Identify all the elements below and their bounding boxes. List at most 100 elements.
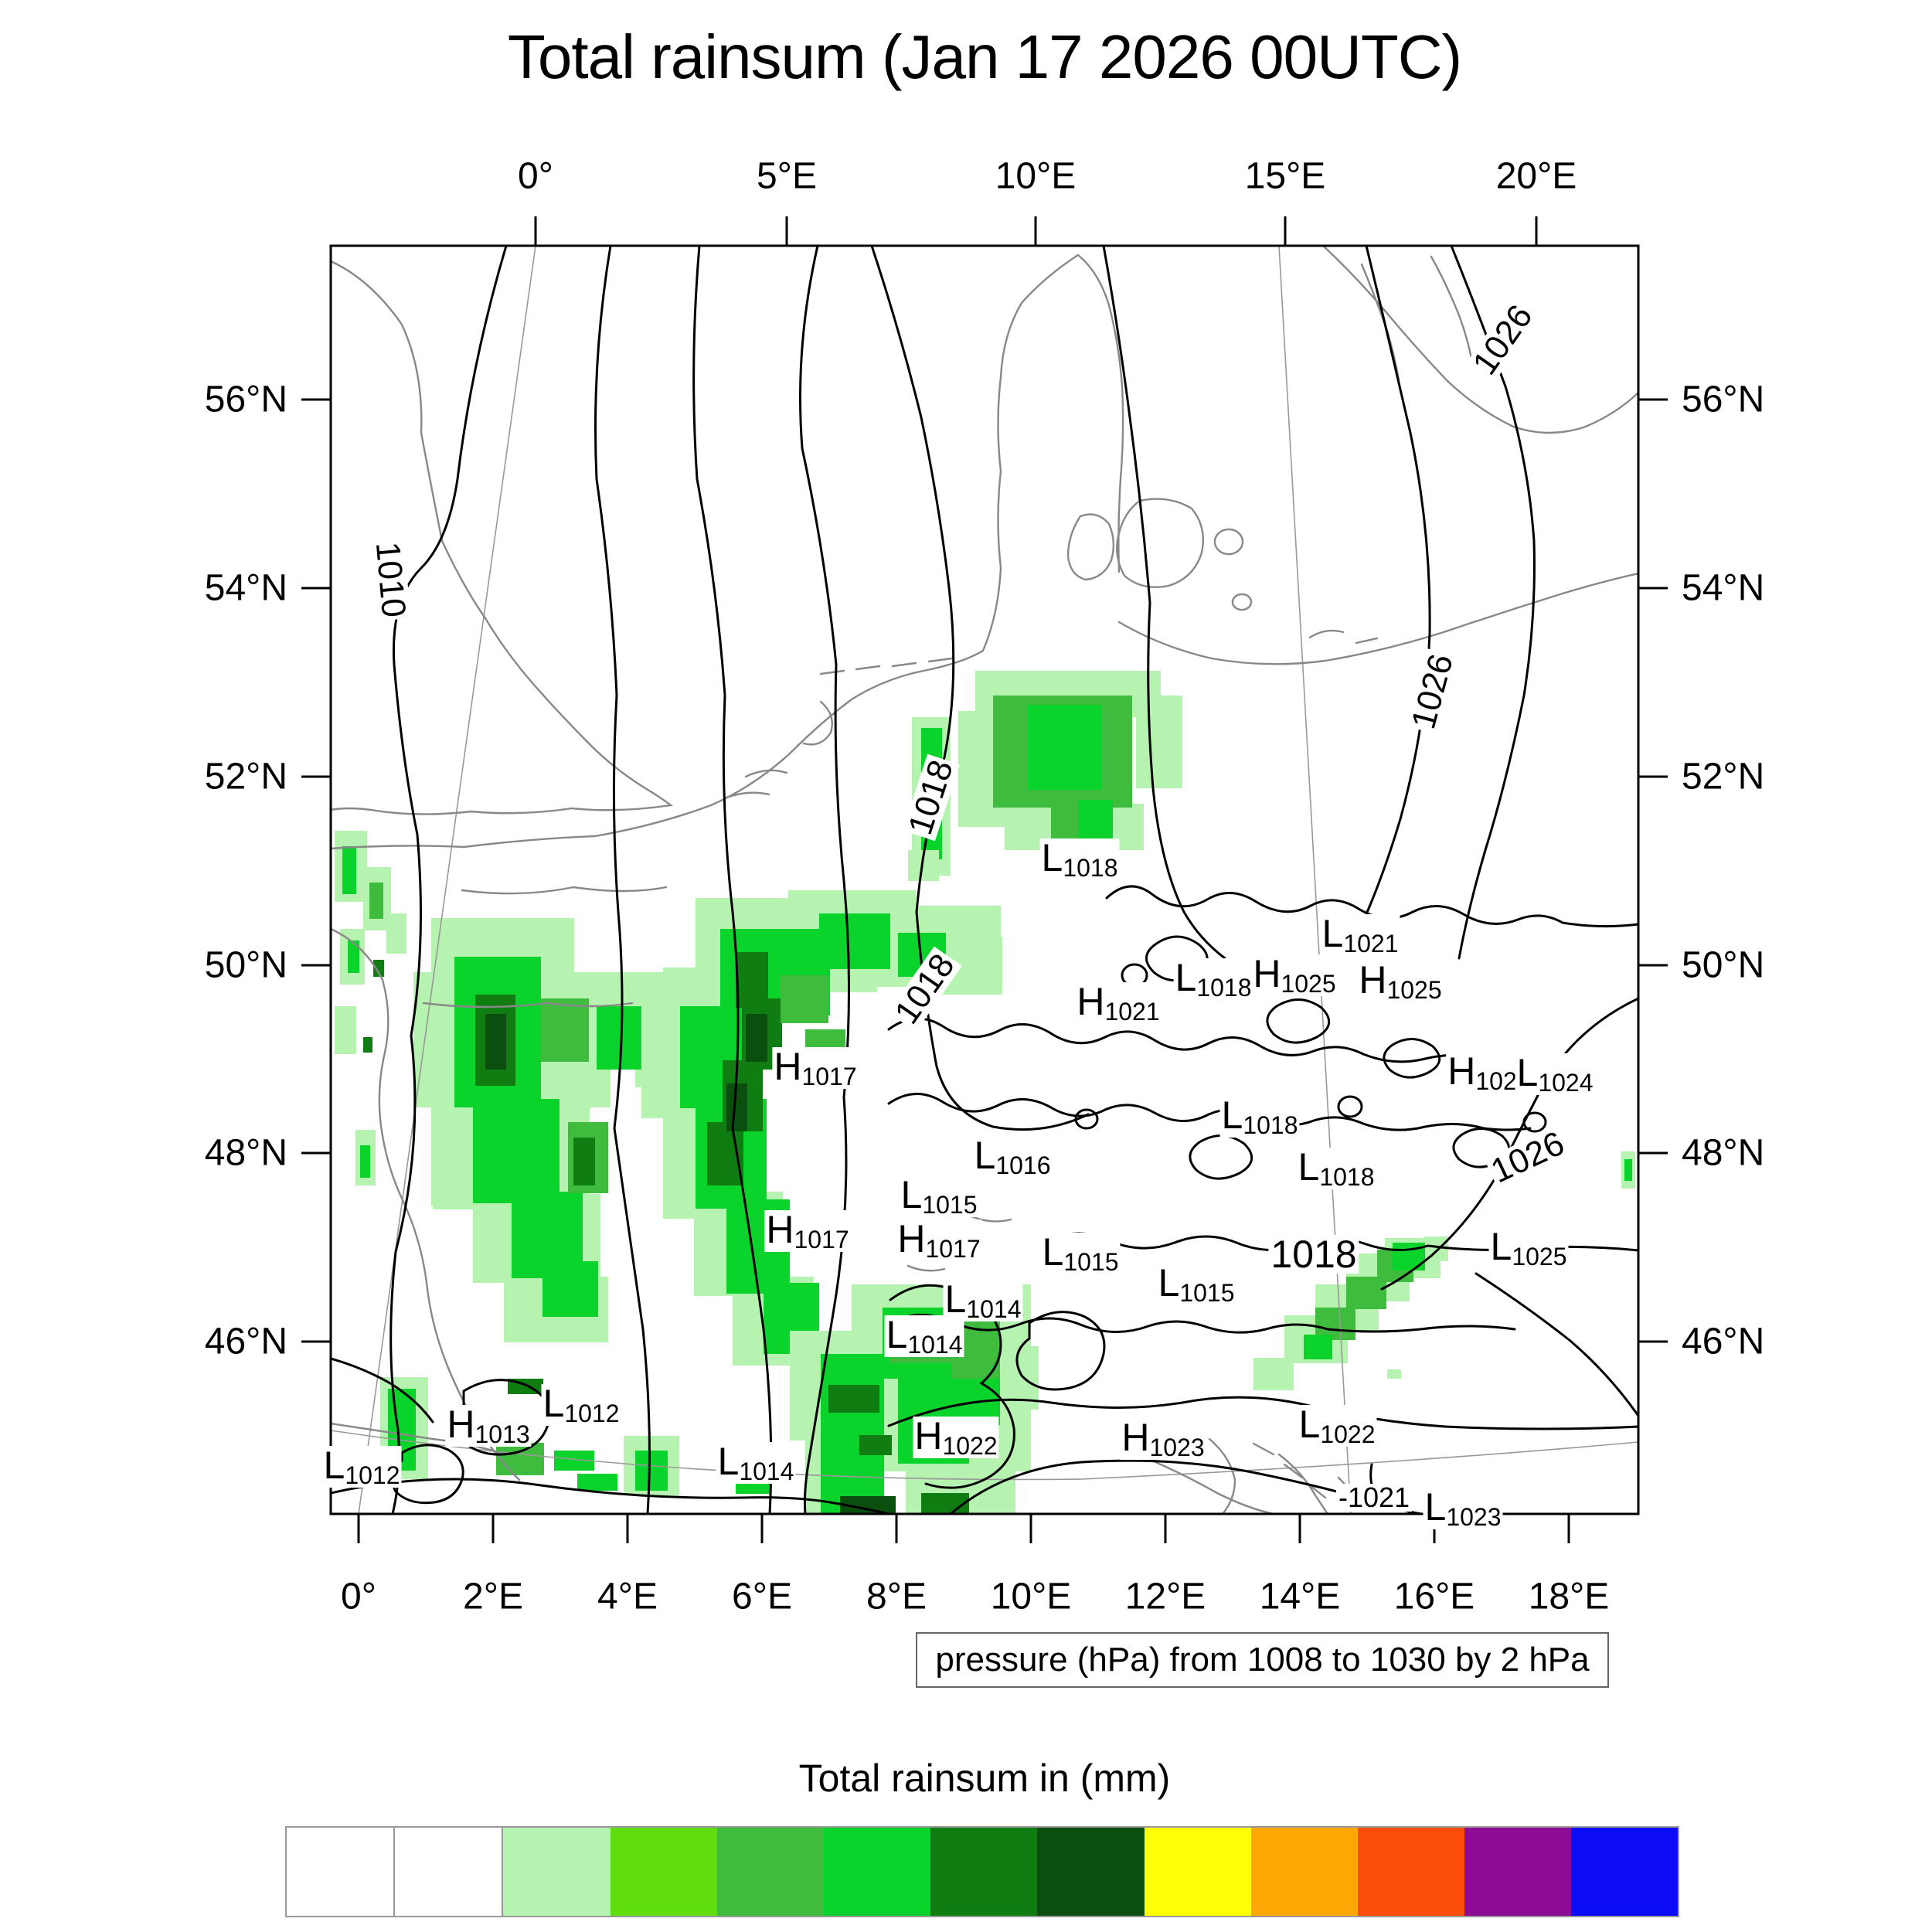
map-frame [329,244,1640,1515]
pressure-value: 1017 [794,1226,849,1253]
pressure-letter: H [1359,958,1387,1002]
pressure-value: 1014 [739,1458,794,1485]
legend-cell-4 [716,1828,824,1916]
graticule-lines [331,246,1638,1514]
rain-cell [859,1435,892,1455]
pressure-label-H-1025: H 1025 [1357,958,1444,1002]
rain-cell [635,1451,668,1491]
pressure-value: 1018 [1196,974,1252,1002]
pressure-letter: H [766,1208,794,1251]
pressure-label-L-1023: L 1023 [1423,1488,1503,1529]
rain-cell [363,1037,372,1053]
pressure-value: 1016 [995,1151,1051,1179]
legend-cell-7 [1037,1828,1145,1916]
bottom-axis-label: 14°E [1259,1576,1341,1617]
rain-cell [577,1474,617,1491]
contour-label-1021: -1021 [1335,1484,1413,1512]
pressure-letter: H [1077,980,1105,1023]
pressure-value: 1012 [564,1400,620,1427]
pressure-letter: L [1298,1403,1321,1446]
bottom-axis-label: 16°E [1393,1576,1475,1617]
pressure-label-L-1018: L 1018 [1039,838,1120,882]
pressure-label-L-1018: L 1018 [1219,1096,1300,1138]
pressure-letter: H [1447,1049,1476,1093]
pressure-label-L-1024: L 1024 [1515,1053,1595,1095]
pressure-value: 1012 [345,1461,400,1489]
pressure-letter: L [1158,1261,1180,1304]
rain-cell [1304,1335,1332,1359]
pressure-letter: L [1298,1145,1320,1189]
legend-cell-10 [1357,1828,1465,1916]
pressure-label-L-1014: L 1014 [943,1277,1023,1323]
pressure-label-L-1015: L 1015 [1040,1233,1121,1274]
pressure-label-H-1022: H 1022 [913,1417,999,1458]
pressure-value: 1013 [474,1420,530,1448]
left-axis-label: 48°N [204,1132,287,1174]
legend-colorbar [284,1826,1680,1917]
rain-cell [360,1145,370,1178]
rain-cell [496,1443,544,1475]
right-axis-label: 56°N [1682,379,1765,420]
legend-cell-8 [1144,1828,1251,1916]
rain-cell [840,1496,896,1513]
pressure-value: 1023 [1149,1434,1205,1461]
rain-cell [369,883,383,919]
pressure-value: 1017 [925,1235,981,1263]
rain-cell [746,1014,767,1062]
pressure-label-H-1017: H 1017 [896,1217,982,1263]
legend-cell-6 [930,1828,1038,1916]
legend-cell-2 [503,1828,611,1916]
pressure-value: 1018 [1063,854,1118,882]
rain-cell [821,1354,884,1513]
pressure-value: 1021 [1343,930,1399,957]
top-axis-label: 15°E [1244,155,1326,197]
pressure-letter: L [900,1173,923,1216]
rain-cell [543,1261,598,1317]
pressure-letter: L [944,1277,967,1321]
bottom-axis-label: 10°E [990,1576,1072,1617]
pressure-label-L-1012: L 1012 [321,1446,402,1489]
pressure-label-L-1018: L 1018 [1296,1145,1376,1191]
rain-cell [1028,705,1101,790]
pressure-label-L-1025: L 1025 [1488,1225,1569,1269]
bottom-axis-label: 2°E [463,1576,523,1617]
pressure-letter: L [974,1134,996,1177]
rain-cell [573,1138,595,1185]
rain-cell [541,998,589,1062]
legend-cell-5 [823,1828,931,1916]
pressure-label-H-1013: H 1013 [445,1403,532,1448]
bottom-axis-label: 4°E [597,1576,658,1617]
legend-cell-3 [610,1828,717,1916]
pressure-value: 1018 [1319,1163,1375,1191]
rain-cell [373,960,384,977]
pressure-value: 1015 [1179,1279,1235,1307]
pressure-label-L-1014: L 1014 [884,1315,964,1357]
pressure-value: 1025 [1281,970,1336,998]
pressure-value: 1024 [1538,1069,1594,1097]
pressure-value: 1014 [966,1295,1022,1323]
legend-cell-9 [1250,1828,1358,1916]
rain-cell [335,1006,356,1054]
pressure-label-L-1015: L 1015 [899,1173,979,1217]
legend-cell-0 [287,1828,396,1916]
legend-cell-12 [1571,1828,1679,1916]
left-axis-label: 56°N [204,379,287,420]
pressure-label-H-1023: H 1023 [1120,1418,1206,1460]
coastline-layer [331,246,1638,1514]
rain-cell [828,1385,879,1413]
right-axis-label: 52°N [1682,756,1765,798]
pressure-letter: L [1175,956,1197,999]
rain-cell [819,913,890,969]
pressure-value: 1022 [1320,1420,1376,1448]
page-title: Total rainsum (Jan 17 2026 00UTC) [507,22,1462,91]
pressure-letter: L [1490,1225,1512,1268]
pressure-letter: H [447,1403,475,1446]
pressure-letter: H [897,1217,926,1260]
contour-label-1018: 1018 [1268,1235,1359,1274]
rain-cell [433,1136,479,1209]
pressure-note-text: pressure (hPa) from 1008 to 1030 by 2 hP… [935,1641,1590,1679]
pressure-letter: H [774,1045,802,1088]
pressure-value: 1023 [1446,1503,1502,1531]
pressure-label-H-1017: H 1017 [764,1208,851,1253]
